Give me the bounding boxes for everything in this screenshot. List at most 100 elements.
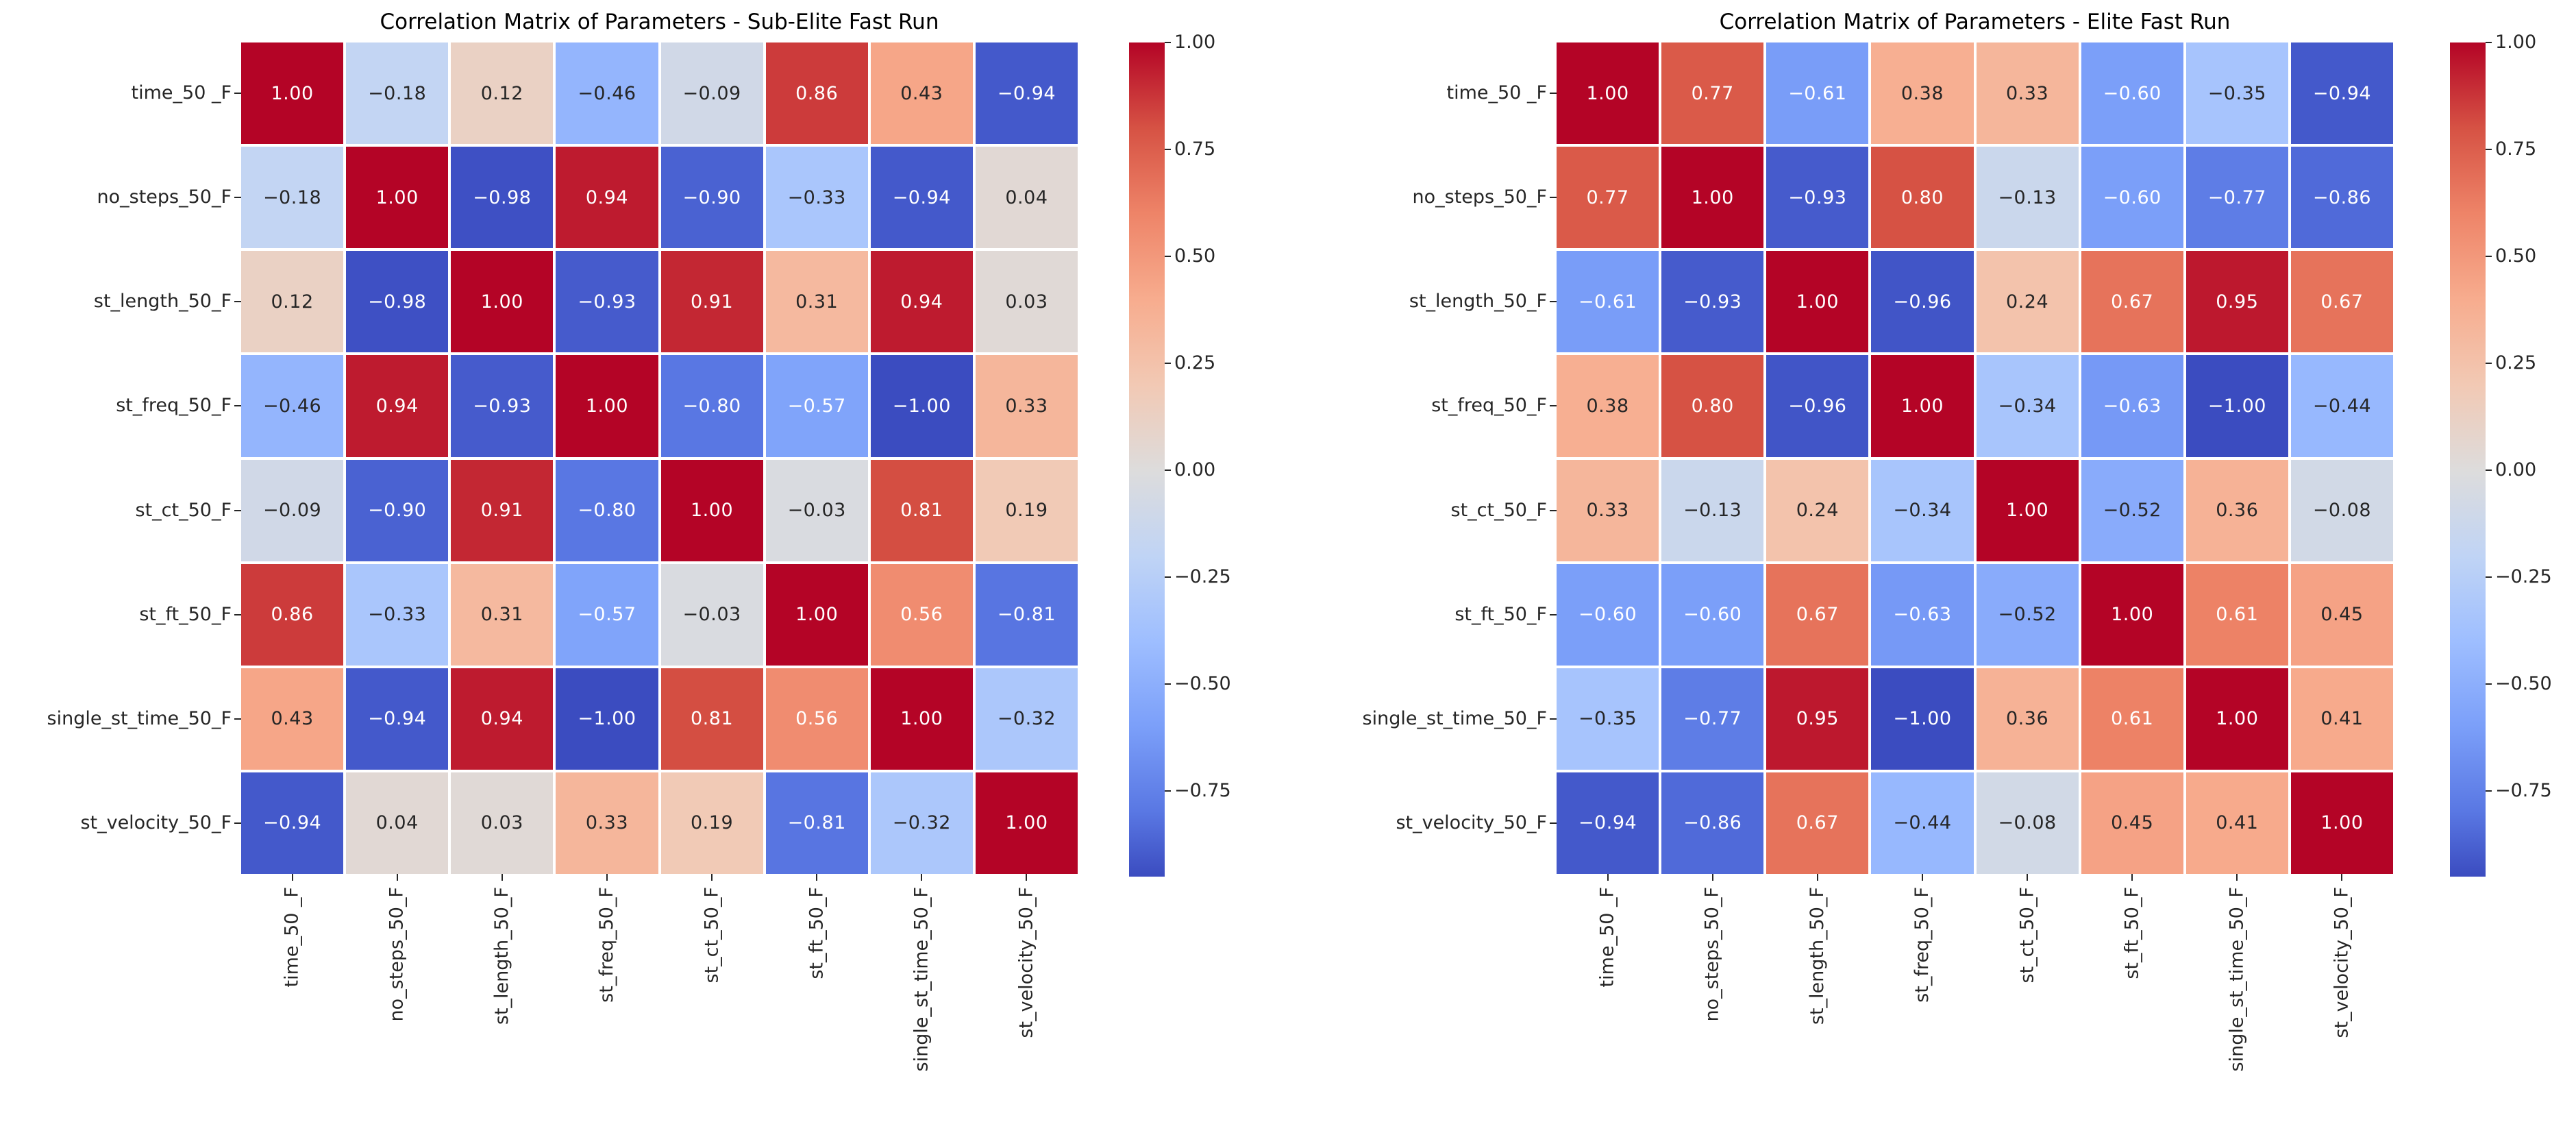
x-axis-tick [2131, 874, 2133, 881]
x-axis-tick [291, 874, 293, 881]
x-axis-tick [2236, 874, 2238, 881]
colorbar-tick [1165, 42, 1171, 43]
heatmap-cell: −1.00 [556, 668, 658, 770]
heatmap-cell: −0.61 [1766, 42, 1869, 145]
heatmap-cell: −0.32 [870, 772, 973, 874]
x-axis-tick [816, 874, 818, 881]
colorbar-tick [2486, 149, 2492, 151]
y-axis-tick [1550, 197, 1557, 199]
heatmap-cell: −0.33 [765, 147, 868, 249]
heatmap-cell: 0.04 [346, 772, 449, 874]
heatmap-cell: −0.94 [1557, 772, 1659, 874]
heatmap-cell: 0.38 [1557, 355, 1659, 457]
heatmap-cell: −0.93 [451, 355, 554, 457]
heatmap-cell: 0.67 [1766, 563, 1869, 666]
heatmap-cell: −0.46 [556, 42, 658, 145]
heatmap-cell: 1.00 [1557, 42, 1659, 145]
x-axis-label: st_velocity_50_F [1015, 887, 1037, 1038]
heatmap-cell: −0.52 [2081, 459, 2183, 561]
colorbar-tick-label: 0.00 [1174, 459, 1216, 481]
heatmap-cell: −0.96 [1871, 251, 1974, 353]
chart-title-sub-elite: Correlation Matrix of Parameters - Sub-E… [380, 10, 939, 34]
heatmap-cell: 0.33 [975, 355, 1078, 457]
heatmap-cell: −0.94 [975, 42, 1078, 145]
heatmap-cell: 0.24 [1976, 251, 2079, 353]
heatmap-cell: 0.91 [451, 459, 554, 561]
heatmap-cell: 0.94 [346, 355, 449, 457]
y-axis-tick [234, 301, 241, 303]
heatmap-cell: 1.00 [975, 772, 1078, 874]
colorbar-tick [1165, 469, 1171, 472]
y-axis-tick [1550, 301, 1557, 303]
heatmap-cell: 0.80 [1661, 355, 1764, 457]
heatmap-cell: −0.03 [660, 563, 763, 666]
heatmap-cell: −0.86 [1661, 772, 1764, 874]
colorbar-tick [1165, 256, 1171, 258]
colorbar [1129, 42, 1165, 877]
y-axis-label: st_freq_50_F [1431, 395, 1547, 417]
y-axis-tick [234, 197, 241, 199]
heatmap-cell: −0.08 [2290, 459, 2393, 561]
heatmap-cell: −0.34 [1871, 459, 1974, 561]
heatmap-cell: −0.46 [241, 355, 344, 457]
heatmap-cell: 0.43 [870, 42, 973, 145]
colorbar-tick-label: 0.50 [2495, 245, 2537, 267]
y-axis-tick [1550, 93, 1557, 95]
heatmap-cell: −0.44 [1871, 772, 1974, 874]
heatmap-cell: 0.31 [451, 563, 554, 666]
heatmap-cell: −0.09 [660, 42, 763, 145]
heatmap-cell: −0.57 [765, 355, 868, 457]
y-axis-tick [1550, 822, 1557, 824]
x-axis-tick [2341, 874, 2343, 881]
heatmap-cell: 0.03 [975, 251, 1078, 353]
y-axis-label: no_steps_50_F [97, 186, 232, 208]
heatmap-cell: −0.35 [2185, 42, 2288, 145]
x-axis-label: st_length_50_F [1806, 887, 1828, 1025]
x-axis-label: single_st_time_50_F [2226, 887, 2248, 1072]
colorbar-tick-label: 0.25 [2495, 352, 2537, 374]
heatmap-cell: −0.57 [556, 563, 658, 666]
y-axis-label: st_ft_50_F [1454, 603, 1547, 625]
colorbar-tick [2486, 469, 2492, 472]
heatmap-cell: 1.00 [1976, 459, 2079, 561]
heatmap-cell: −0.03 [765, 459, 868, 561]
colorbar-tick-label: 0.00 [2495, 459, 2537, 481]
heatmap-cell: 0.95 [2185, 251, 2288, 353]
x-axis-label: st_freq_50_F [1911, 887, 1933, 1003]
heatmap-cell: −0.96 [1766, 355, 1869, 457]
heatmap-cell: 0.61 [2081, 668, 2183, 770]
heatmap-cell: −1.00 [870, 355, 973, 457]
heatmap-cell: −0.90 [660, 147, 763, 249]
colorbar-tick [2486, 42, 2492, 43]
colorbar-tick-label: −0.25 [1174, 566, 1231, 588]
y-axis-label: st_velocity_50_F [80, 812, 232, 833]
heatmap-cell: −0.18 [346, 42, 449, 145]
heatmap-cell: 0.19 [660, 772, 763, 874]
heatmap-cell: −1.00 [1871, 668, 1974, 770]
colorbar-tick [1165, 790, 1171, 792]
colorbar-tick-label: 1.00 [1174, 32, 1216, 53]
heatmap-cell: 0.67 [2081, 251, 2183, 353]
heatmap-cell: 0.86 [241, 563, 344, 666]
colorbar-tick-label: 0.25 [1174, 352, 1216, 374]
colorbar-tick-label: −0.75 [2495, 780, 2552, 802]
y-axis-label: time_50 _F [1446, 82, 1547, 104]
heatmap-cell: 1.00 [1661, 147, 1764, 249]
heatmap-cell: 0.19 [975, 459, 1078, 561]
heatmap-cell: 0.77 [1557, 147, 1659, 249]
y-axis-tick [234, 93, 241, 95]
x-axis-tick [606, 874, 608, 881]
y-axis-tick [1550, 405, 1557, 407]
x-axis-tick [501, 874, 503, 881]
y-axis-label: st_ct_50_F [135, 499, 232, 521]
heatmap-cell: −0.80 [556, 459, 658, 561]
heatmap-cell: 0.41 [2290, 668, 2393, 770]
heatmap-cell: 0.56 [765, 668, 868, 770]
heatmap-cell: 1.00 [451, 251, 554, 353]
heatmap-cell: 0.77 [1661, 42, 1764, 145]
heatmap-cell: −0.90 [346, 459, 449, 561]
heatmap-cell: −0.81 [975, 563, 1078, 666]
heatmap-cell: 0.94 [870, 251, 973, 353]
heatmap-cell: −0.94 [870, 147, 973, 249]
heatmap-cell: 0.81 [870, 459, 973, 561]
